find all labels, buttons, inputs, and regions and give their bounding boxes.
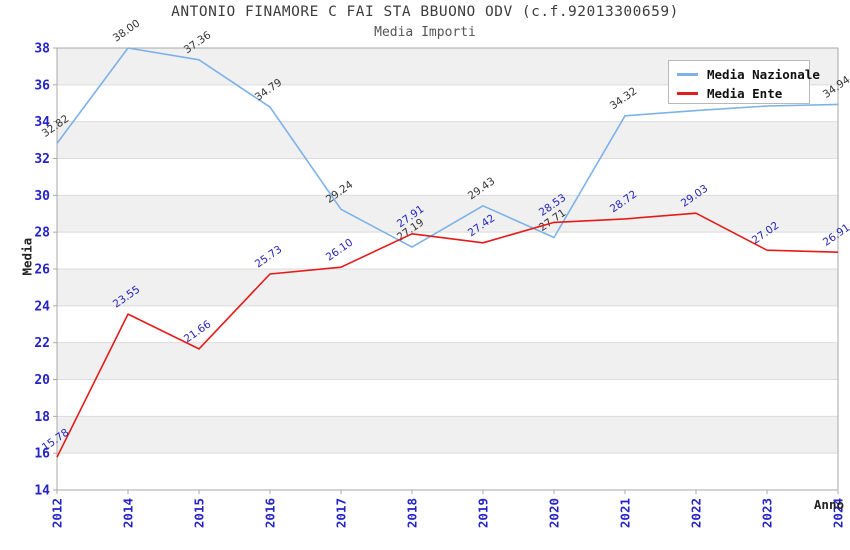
x-tick-label: 2018: [405, 498, 420, 528]
x-tick-label: 2012: [50, 498, 65, 528]
y-axis-title: Media: [19, 237, 35, 276]
x-tick-label: 2014: [121, 498, 136, 528]
legend-item-media-ente: Media Ente: [677, 84, 809, 103]
legend: Media Nazionale Media Ente: [668, 60, 820, 104]
y-tick-label: 28: [34, 226, 50, 241]
band: [57, 121, 838, 159]
legend-label-nazionale: Media Nazionale: [707, 67, 820, 82]
x-tick-label: 2021: [618, 498, 633, 528]
legend-item-media-nazionale: Media Nazionale: [677, 65, 820, 84]
chart-title: ANTONIO FINAMORE C FAI STA BBUONO ODV (c…: [171, 4, 679, 20]
legend-label-ente: Media Ente: [707, 86, 783, 101]
x-axis-title: Anno: [813, 497, 844, 512]
chart-subtitle: Media Importi: [374, 25, 476, 40]
legend-line-swatch-nazionale-icon: [677, 73, 698, 76]
y-tick-label: 32: [34, 152, 50, 167]
y-tick-label: 20: [34, 373, 50, 388]
x-tick-label: 2022: [689, 498, 704, 528]
x-tick-label: 2023: [760, 498, 775, 528]
y-tick-label: 16: [34, 447, 50, 462]
y-tick-label: 30: [34, 189, 50, 204]
x-tick-label: 2024: [831, 498, 846, 528]
series-line-media-nazionale: [56, 47, 839, 248]
band: [57, 269, 838, 306]
y-tick-label: 38: [34, 42, 50, 57]
y-tick-label: 22: [34, 336, 50, 351]
y-tick-label: 36: [34, 78, 50, 93]
x-tick-label: 2015: [192, 498, 207, 528]
x-tick-label: 2017: [334, 498, 349, 528]
y-tick-label: 14: [34, 484, 50, 499]
y-tick-label: 34: [34, 115, 50, 130]
y-tick-label: 26: [34, 263, 50, 278]
band: [57, 416, 838, 454]
legend-line-swatch-ente-icon: [677, 92, 698, 95]
y-tick-label: 18: [34, 410, 50, 425]
series-line-media-ente: [56, 212, 839, 458]
band: [57, 342, 838, 380]
x-tick-label: 2019: [476, 498, 491, 528]
y-tick-label: 24: [34, 299, 50, 314]
x-tick-label: 2020: [547, 498, 562, 528]
x-tick-label: 2016: [263, 498, 278, 528]
